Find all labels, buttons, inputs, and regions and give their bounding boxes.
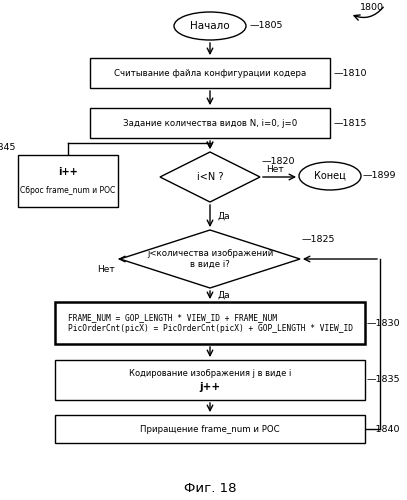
Polygon shape: [160, 152, 260, 202]
Text: Задание количества видов N, i=0, j=0: Задание количества видов N, i=0, j=0: [123, 118, 297, 128]
Text: —1835: —1835: [367, 376, 400, 384]
Text: Конец: Конец: [314, 171, 346, 181]
Text: Считывание файла конфигурации кодера: Считывание файла конфигурации кодера: [114, 68, 306, 78]
Text: i++: i++: [58, 166, 78, 176]
FancyBboxPatch shape: [18, 155, 118, 207]
Text: FRAME_NUM = GOP_LENGTH * VIEW_ID + FRAME_NUM
PicOrderCnt(picX) = PicOrderCnt(pic: FRAME_NUM = GOP_LENGTH * VIEW_ID + FRAME…: [68, 314, 352, 332]
FancyBboxPatch shape: [55, 302, 365, 344]
Text: Приращение frame_num и РОС: Приращение frame_num и РОС: [140, 424, 280, 434]
Text: —1815: —1815: [334, 118, 368, 128]
FancyBboxPatch shape: [55, 360, 365, 400]
FancyBboxPatch shape: [90, 108, 330, 138]
Text: Нет: Нет: [266, 166, 284, 174]
Text: —1820: —1820: [262, 158, 295, 166]
Text: j<количества изображений
в виде i?: j<количества изображений в виде i?: [147, 250, 273, 268]
Text: —1810: —1810: [334, 68, 368, 78]
Text: Кодирование изображения j в виде i: Кодирование изображения j в виде i: [129, 368, 291, 378]
Text: Фиг. 18: Фиг. 18: [184, 482, 236, 494]
FancyBboxPatch shape: [55, 415, 365, 443]
Text: —1805: —1805: [250, 22, 284, 30]
Text: Сброс frame_num и РОС: Сброс frame_num и РОС: [20, 186, 116, 195]
FancyBboxPatch shape: [90, 58, 330, 88]
Text: Нет: Нет: [97, 264, 115, 274]
Ellipse shape: [174, 12, 246, 40]
Text: Да: Да: [218, 290, 231, 300]
Text: Да: Да: [218, 212, 231, 220]
Text: —1825: —1825: [302, 236, 335, 244]
Text: 1800: 1800: [360, 4, 384, 13]
Text: —1899: —1899: [363, 172, 396, 180]
Text: —1830: —1830: [367, 318, 400, 328]
Text: —1840: —1840: [367, 424, 400, 434]
Ellipse shape: [299, 162, 361, 190]
Text: j++: j++: [199, 382, 221, 392]
Text: —1845: —1845: [0, 142, 16, 152]
Text: Начало: Начало: [190, 21, 230, 31]
Polygon shape: [120, 230, 300, 288]
Text: i<N ?: i<N ?: [197, 172, 223, 182]
